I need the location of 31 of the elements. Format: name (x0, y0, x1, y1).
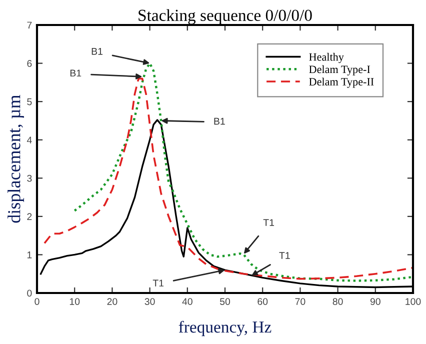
y-tick-label: 0 (27, 290, 32, 297)
y-tick-label: 6 (27, 60, 32, 67)
annotation: B1 (70, 70, 82, 76)
x-tick-label: 40 (182, 298, 192, 305)
x-tick-label: 60 (258, 298, 268, 305)
x-tick-label: 100 (406, 298, 421, 305)
x-tick-label: 70 (295, 298, 306, 305)
x-tick-label: 50 (220, 298, 230, 305)
y-axis-title: displacement, µm (8, 94, 24, 223)
y-tick-label: 1 (27, 252, 32, 258)
x-tick-label: 30 (144, 298, 155, 305)
chart-title: Stacking sequence 0/0/0/0 (138, 9, 312, 24)
x-tick-label: 80 (332, 298, 343, 305)
annotation: B1 (214, 118, 225, 125)
legend-label: Delam Type-I (309, 65, 370, 76)
x-axis-title: frequency, Hz (178, 320, 272, 336)
y-tick-label: 4 (26, 136, 32, 144)
legend-label: Healthy (309, 52, 344, 64)
y-tick-label: 3 (27, 174, 32, 182)
annotation: T1 (152, 280, 164, 286)
legend-label: Delam Type-II (309, 78, 374, 88)
x-tick-label: 90 (370, 298, 380, 305)
x-tick-label: 0 (34, 298, 40, 305)
y-tick-label: 2 (27, 213, 32, 220)
annotation: T1 (279, 252, 290, 259)
y-tick-label: 7 (27, 22, 32, 29)
annotation: B1 (92, 48, 102, 55)
y-tick-label: 5 (27, 98, 32, 106)
x-tick-label: 10 (70, 298, 80, 305)
x-tick-label: 20 (107, 298, 118, 305)
annotation: T1 (263, 219, 274, 226)
